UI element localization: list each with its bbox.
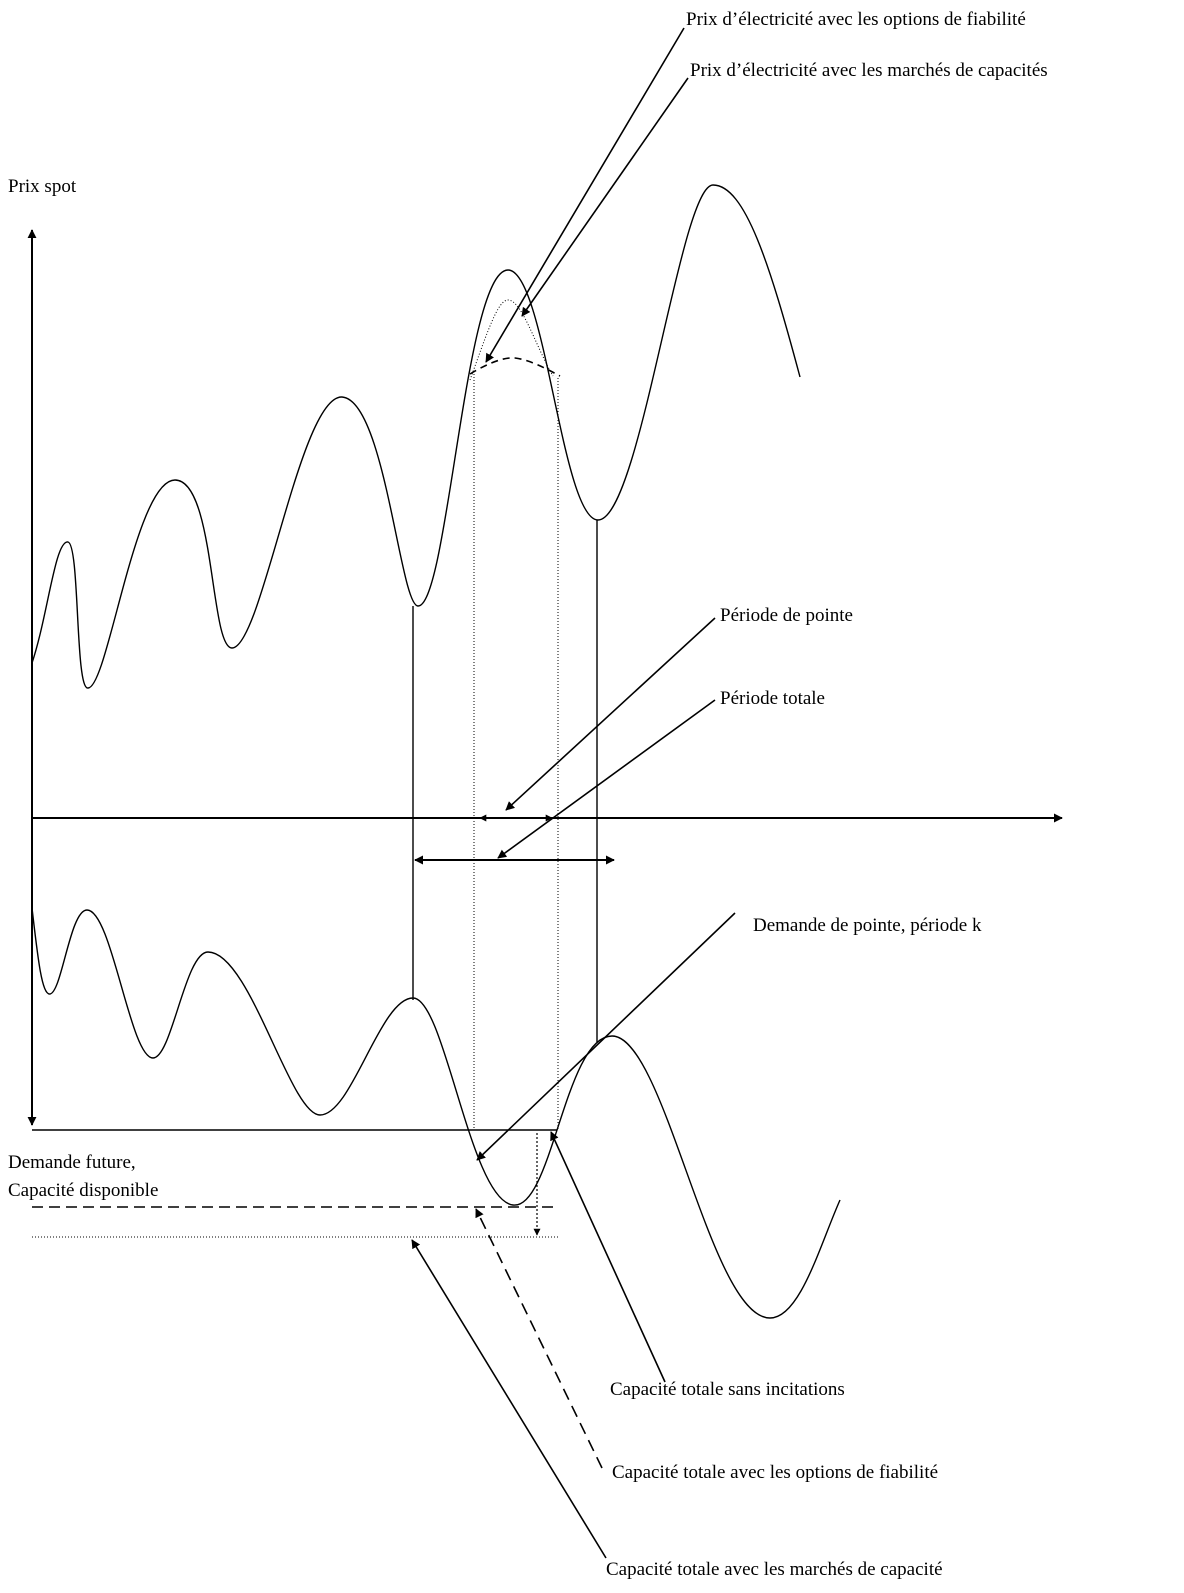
leader-peak-demand (476, 912, 736, 1161)
price-reliability-cap-curve (469, 357, 561, 377)
price-curve (31, 184, 801, 689)
demand-axis-label-line2: Capacité disponible (8, 1180, 158, 1201)
capacity-no-incentives-label: Capacité totale sans incitations (610, 1379, 845, 1400)
leader-capacity-no-incentives (550, 1131, 666, 1383)
total-period-label: Période totale (720, 688, 825, 709)
peak-demand-label: Demande de pointe, période k (753, 915, 982, 936)
price-axis-label: Prix spot (8, 176, 77, 197)
demand-axis-label-line1: Demande future, (8, 1152, 136, 1173)
peak-period-label: Période de pointe (720, 605, 853, 626)
capacity-reliability-options-label: Capacité totale avec les options de fiab… (612, 1462, 938, 1483)
capacity-markets-label: Capacité totale avec les marchés de capa… (606, 1559, 943, 1580)
leader-capacity-reliability-options (475, 1208, 603, 1469)
leader-price-capacity-markets (521, 77, 689, 317)
price-capacity-markets-label: Prix d’électricité avec les marchés de c… (690, 60, 1048, 81)
price-reliability-options-label: Prix d’électricité avec les options de f… (686, 9, 1026, 30)
leader-price-reliability (485, 27, 685, 363)
price-capacity-markets-curve (469, 299, 554, 381)
leader-capacity-markets (411, 1239, 607, 1559)
leader-peak-period (505, 617, 716, 811)
demand-curve (31, 907, 841, 1319)
leader-total-period (497, 699, 716, 859)
